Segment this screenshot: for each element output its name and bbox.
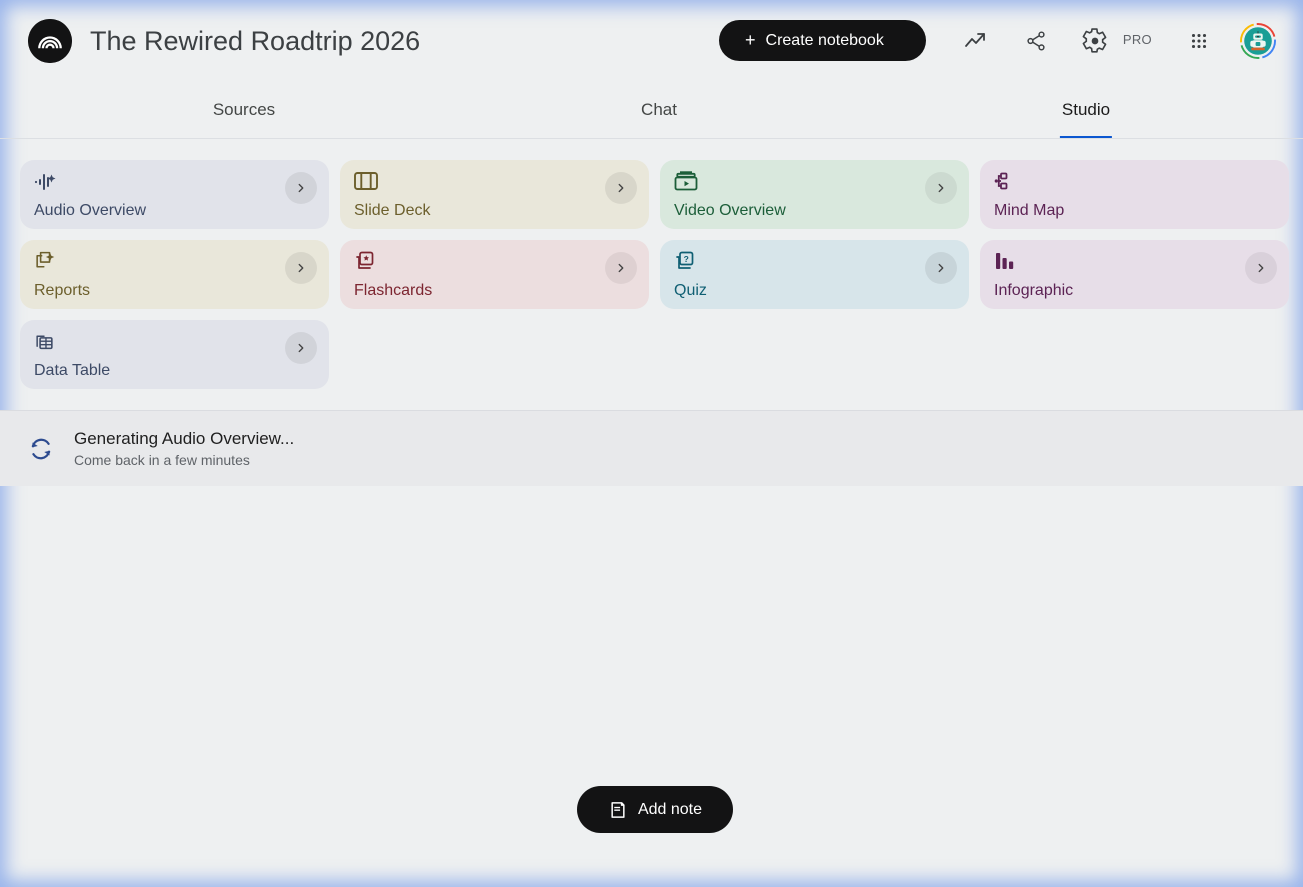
svg-text:?: ?: [684, 254, 689, 264]
